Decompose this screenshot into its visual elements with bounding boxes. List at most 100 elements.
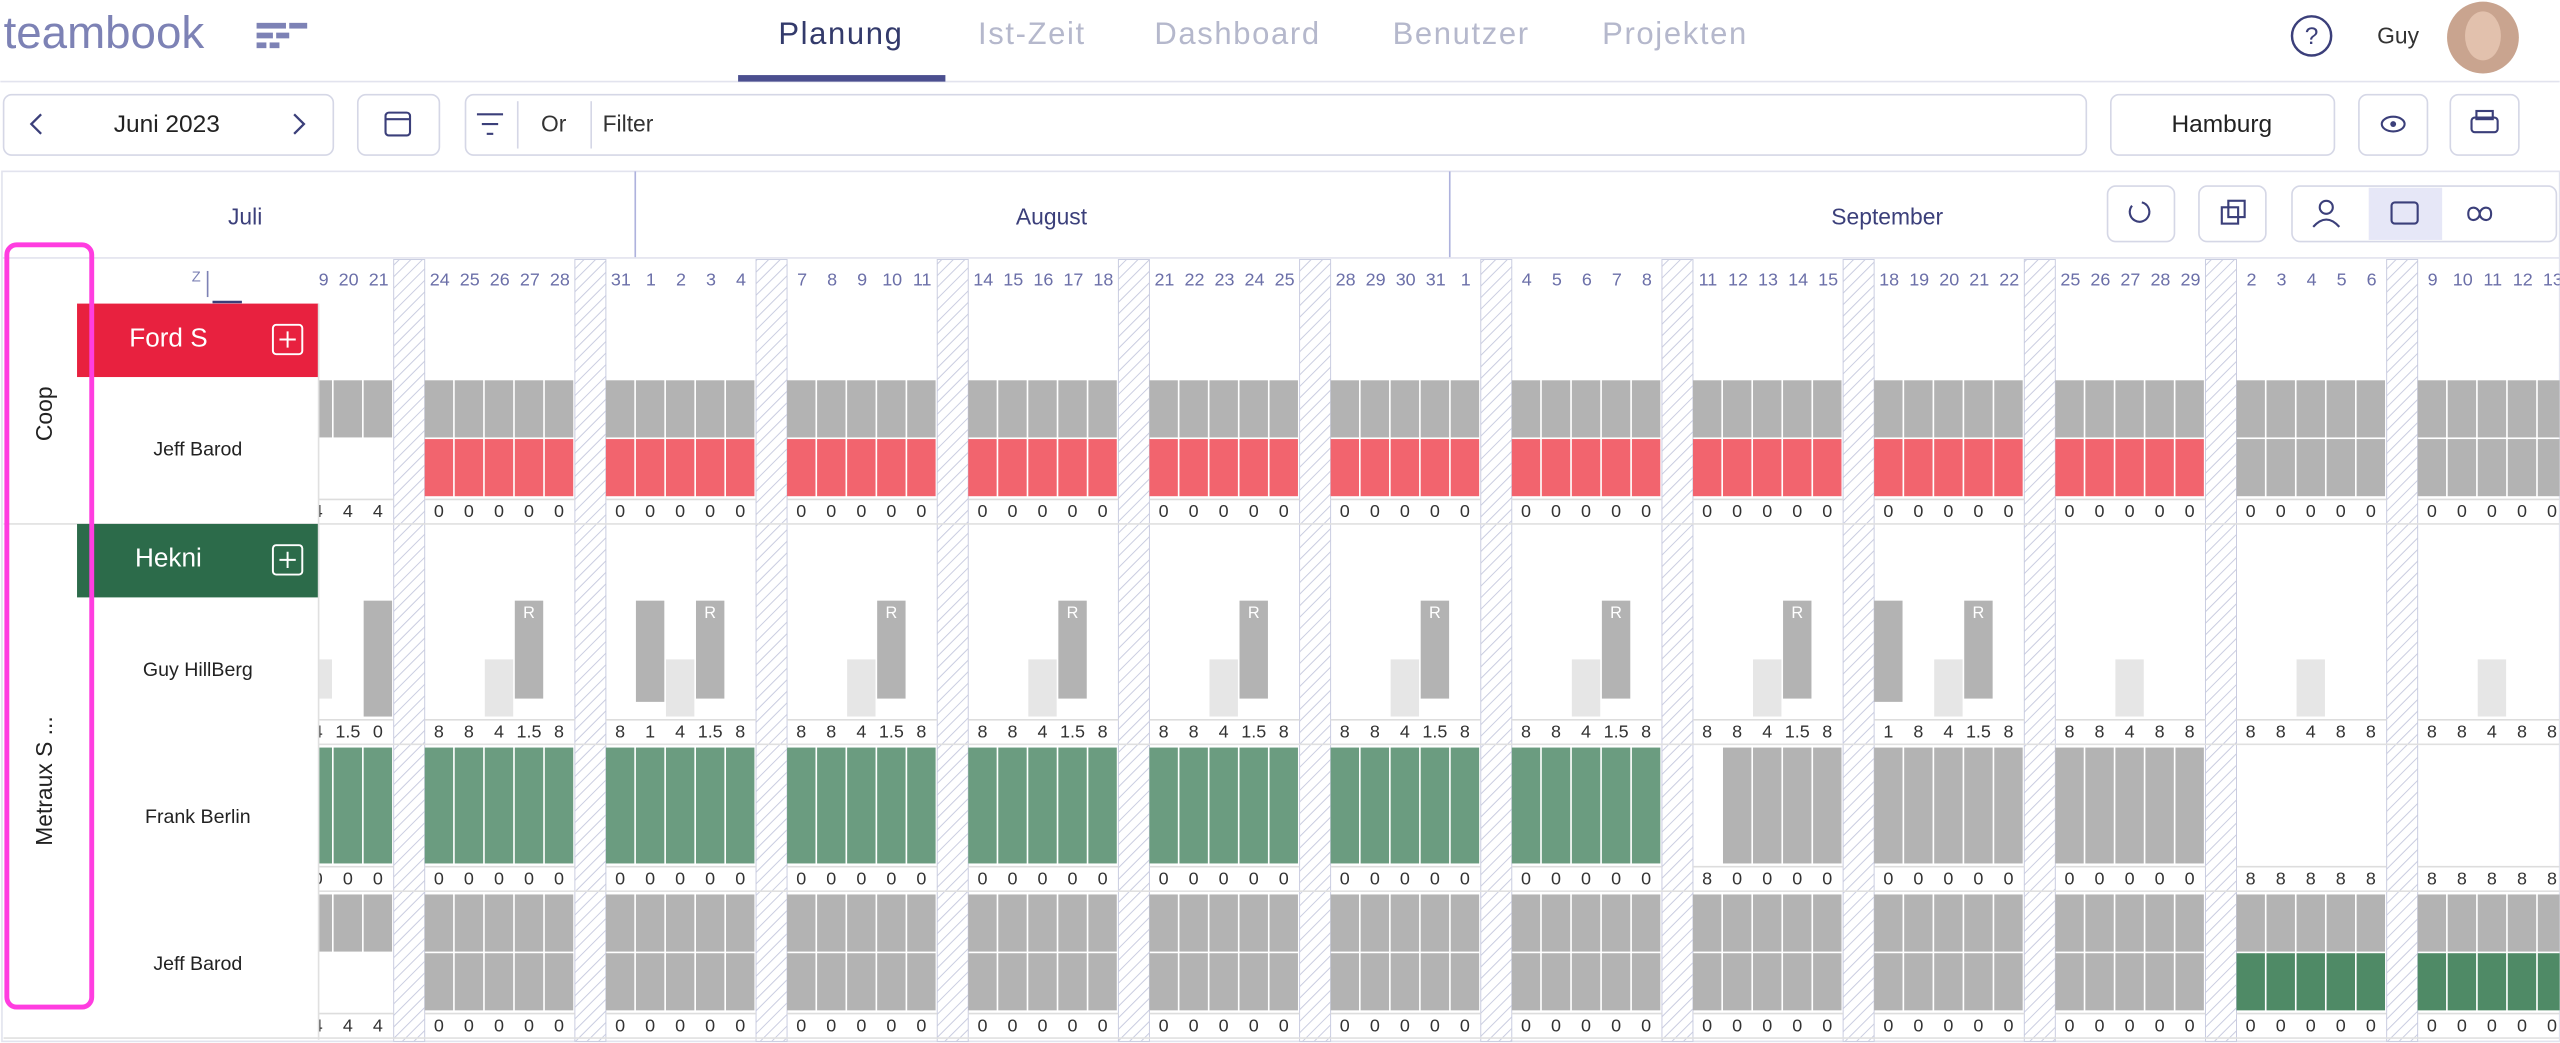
user-name[interactable]: Guy HillBerg [143,659,253,681]
add-user-button[interactable] [271,323,304,356]
hours-value: 0 [2246,501,2256,521]
filter-mode[interactable]: Or [541,111,567,137]
availability-cell [1360,894,1390,952]
booking-cell [1601,747,1631,864]
hours-value: 8 [1551,722,1561,742]
hours-value: 0 [1611,869,1621,889]
filter-bar[interactable] [464,93,2088,156]
infinite-icon[interactable] [2467,206,2493,222]
hours-value: 0 [1551,501,1561,521]
availability-cell [1904,747,1933,864]
hours-value: 8 [2276,869,2286,889]
availability-cell [2115,894,2144,952]
hours-value: 0 [2306,501,2316,521]
availability-cell [695,953,725,1011]
user-name[interactable]: Jeff Barod [153,439,242,461]
day-number: 6 [2367,269,2377,289]
day-number: 13 [1758,269,1778,289]
hours-value: 0 [1883,501,1893,521]
booking-cell [665,439,695,497]
nav-tab[interactable]: Projekten [1602,16,1748,51]
availability-cell [2236,439,2265,497]
availability-cell [1088,953,1117,1011]
nav-tab[interactable]: Ist-Zeit [978,16,1086,51]
booking-cell [1179,439,1208,497]
hours-value: 0 [1007,501,1017,521]
hours-value: 8 [2095,722,2105,742]
availability-cell [333,894,363,952]
weekend [2204,259,2237,1042]
availability-cell [1239,380,1268,438]
hours-value: 0 [977,869,987,889]
next-month[interactable] [293,113,306,135]
availability-cell [2145,380,2174,438]
hours-value: 0 [1068,501,1078,521]
availability-cell [2175,894,2204,952]
add-user-button[interactable] [271,544,304,576]
sort-icon[interactable]: Z [192,269,201,285]
help-button[interactable] [2290,15,2333,57]
hours-value: 0 [2003,501,2013,521]
availability-cell [424,380,454,438]
availability-cell [2417,439,2447,497]
availability-cell [1149,953,1178,1011]
filter-input[interactable]: Filter [603,111,654,137]
hours-value: 8 [1641,722,1651,742]
day-number: 3 [2277,269,2287,289]
hours-value: 0 [1913,501,1923,521]
hours-value: 0 [1219,1015,1229,1035]
availability-cell [1753,380,1782,438]
hours-value: 1 [1883,722,1893,742]
print-button[interactable] [2449,93,2520,156]
hours-value: 0 [1038,869,1048,889]
hours-value: 8 [615,722,625,742]
booking-cell [1450,747,1480,864]
availability-cell [514,953,544,1011]
availability-cell [2055,747,2084,864]
hours-value: 1.5 [1060,722,1085,742]
partial-cell [1571,659,1601,717]
availability-cell [1753,953,1782,1011]
booking-cell [787,747,816,864]
hours-value: 0 [886,501,896,521]
availability-cell [544,380,574,438]
availability-cell [1179,380,1208,438]
projects-icon[interactable] [2390,201,2419,225]
calendar-button[interactable] [356,93,441,156]
months: Juli August September [228,204,1943,230]
hours-value: 8 [434,722,444,742]
location-select[interactable] [2109,93,2336,156]
hours-value: 8 [2457,869,2467,889]
availability-cell [1753,894,1782,952]
users-icon[interactable] [2318,199,2334,215]
nav-tab[interactable]: Planung [778,16,903,51]
hours-value: 0 [2336,501,2346,521]
hours-value: 0 [1400,501,1410,521]
availability-cell [726,894,755,952]
logo[interactable]: teambook [4,7,205,58]
prev-month[interactable] [29,113,42,135]
day-number: 29 [2180,269,2200,289]
booking-cell [1874,439,1903,497]
hours-value: 0 [705,1015,715,1035]
time-off-cell [514,600,544,699]
nav-tab[interactable]: Dashboard [1154,16,1320,51]
availability-cell [1450,953,1480,1011]
copy-button[interactable] [2198,185,2267,243]
reset-button[interactable] [2106,185,2176,243]
hours-value: 0 [1883,1015,1893,1035]
availability-cell [514,894,544,952]
day-number: 27 [2120,269,2140,289]
booking-cell [454,439,484,497]
booking-cell [2356,953,2386,1011]
eye-pupil [2390,121,2397,127]
nav-tab[interactable]: Benutzer [1393,16,1530,51]
user-name[interactable]: Jeff Barod [153,953,242,975]
hours-value: 0 [373,869,383,889]
user-name[interactable]: Frank Berlin [145,806,251,828]
availability-cell [1360,953,1390,1011]
hours-value: 8 [2276,722,2286,742]
availability-cell [1874,380,1903,438]
availability-cell [2326,894,2355,952]
user-name[interactable]: Guy [2377,23,2419,49]
